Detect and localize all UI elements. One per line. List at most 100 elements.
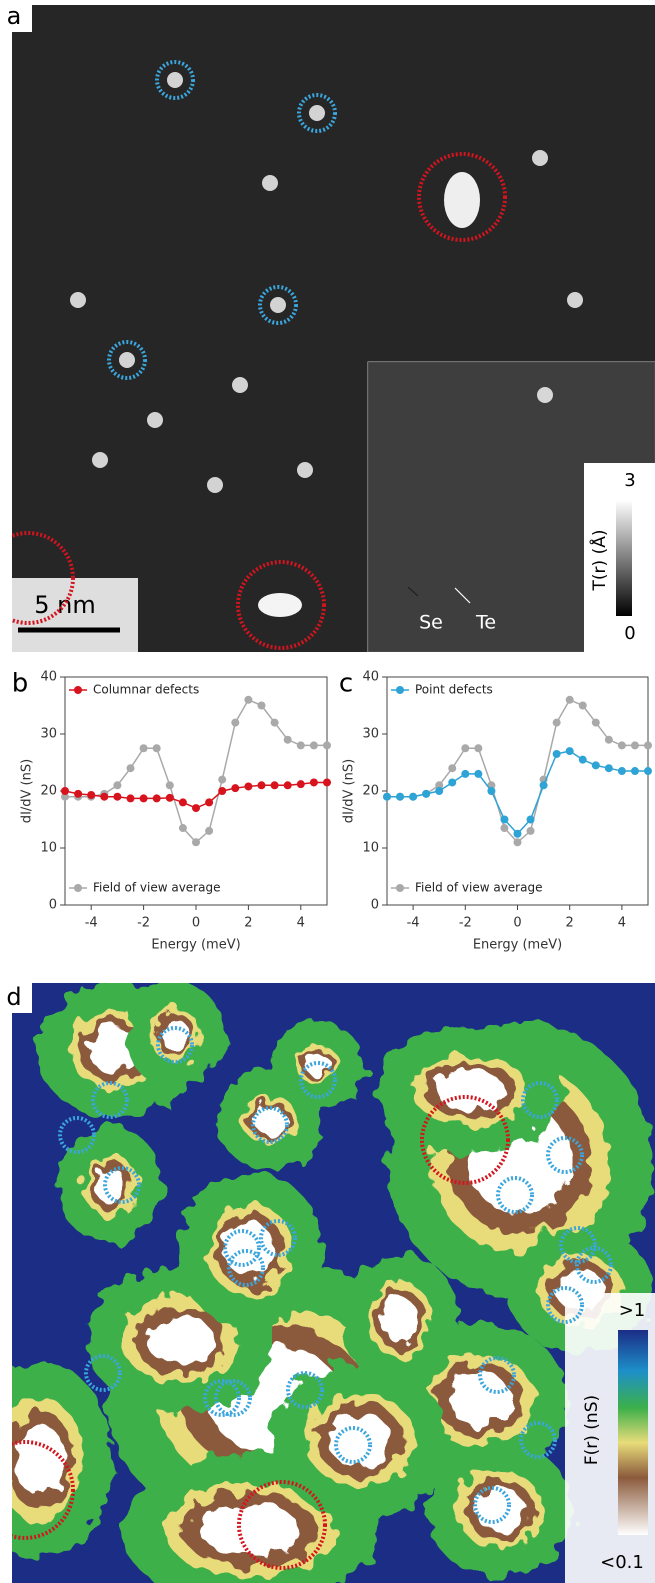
y-tick-label: 30 [40,727,57,742]
data-point [192,804,200,812]
data-point [500,824,508,832]
data-point [258,781,266,789]
legend-marker [74,884,82,892]
data-point [113,793,121,801]
y-axis-label: dI/dV (nS) [342,759,357,823]
colorbar-max: 3 [624,470,635,491]
data-point [74,790,82,798]
series-line [65,700,327,843]
data-point [205,798,213,806]
cluster [258,593,302,617]
blob-layer [382,1298,418,1343]
data-point [474,770,482,778]
data-point [422,790,430,798]
data-point [166,794,174,802]
data-point [258,702,266,710]
x-tick-label: 0 [192,916,200,931]
y-axis-label: dI/dV (nS) [20,759,35,823]
y-tick-label: 0 [49,898,57,913]
data-point [284,736,292,744]
legend-label: Field of view average [93,881,220,895]
data-point [579,702,587,710]
colorbar-label: T(r) (Å) [588,530,610,592]
data-point [271,719,279,727]
data-point [140,794,148,802]
x-axis-label: Energy (meV) [473,938,562,953]
data-point [474,744,482,752]
y-tick-label: 10 [40,841,57,856]
data-point [566,696,574,704]
bright-spot [119,352,135,368]
map-image [0,982,655,1583]
blob-layer [475,1488,525,1533]
data-point [218,787,226,795]
y-tick-label: 40 [40,670,57,685]
data-point [87,791,95,799]
atom-label: Te [475,612,496,634]
data-point [244,782,252,790]
blob-layer [201,1503,300,1557]
data-point [553,719,561,727]
bright-spot [232,377,248,393]
data-point [618,767,626,775]
data-point [166,781,174,789]
data-point [271,781,279,789]
x-tick-label: -2 [137,916,150,931]
data-point [592,761,600,769]
data-point [500,816,508,824]
blob-layer [94,1167,126,1203]
data-point [631,741,639,749]
legend-marker [74,686,82,694]
data-point [205,827,213,835]
colorbar [616,500,632,616]
colorbar-min: <0.1 [600,1552,644,1573]
legend-label: Columnar defects [93,683,199,697]
panel-label: d [6,983,21,1011]
data-point [461,770,469,778]
data-point [553,750,561,758]
legend-label: Point defects [415,683,493,697]
data-point [310,778,318,786]
y-tick-label: 40 [362,670,379,685]
data-point [140,744,148,752]
data-point [579,756,587,764]
data-point [179,798,187,806]
bright-spot [207,477,223,493]
data-point [448,764,456,772]
y-tick-label: 10 [362,841,379,856]
bright-spot [297,462,313,478]
data-point [218,776,226,784]
bright-spot [147,412,163,428]
bright-spot [537,387,553,403]
data-point [644,767,652,775]
data-point [153,794,161,802]
x-tick-label: 2 [244,916,252,931]
data-point [514,838,522,846]
blob-layer [146,1315,214,1365]
x-axis-label: Energy (meV) [151,938,240,953]
blob-layer [436,1070,504,1111]
x-tick-label: -2 [459,916,472,931]
colorbar-max: >1 [619,1300,646,1321]
data-point [297,780,305,788]
blob-layer [15,1424,65,1496]
data-point [231,784,239,792]
data-point [179,824,187,832]
panel-label: a [7,2,22,30]
data-point [514,830,522,838]
data-point [448,778,456,786]
y-tick-label: 20 [362,784,379,799]
x-tick-label: 4 [297,916,305,931]
data-point [192,838,200,846]
legend-marker [396,686,404,694]
panel-label: c [339,669,353,699]
data-point [461,744,469,752]
blob-layer [161,1019,190,1051]
bright-spot [309,105,325,121]
data-point [297,741,305,749]
data-point [487,787,495,795]
blob-layer [225,1223,275,1277]
data-point [527,816,535,824]
colorbar-label: F(r) (nS) [582,1395,602,1465]
cluster [444,172,480,228]
